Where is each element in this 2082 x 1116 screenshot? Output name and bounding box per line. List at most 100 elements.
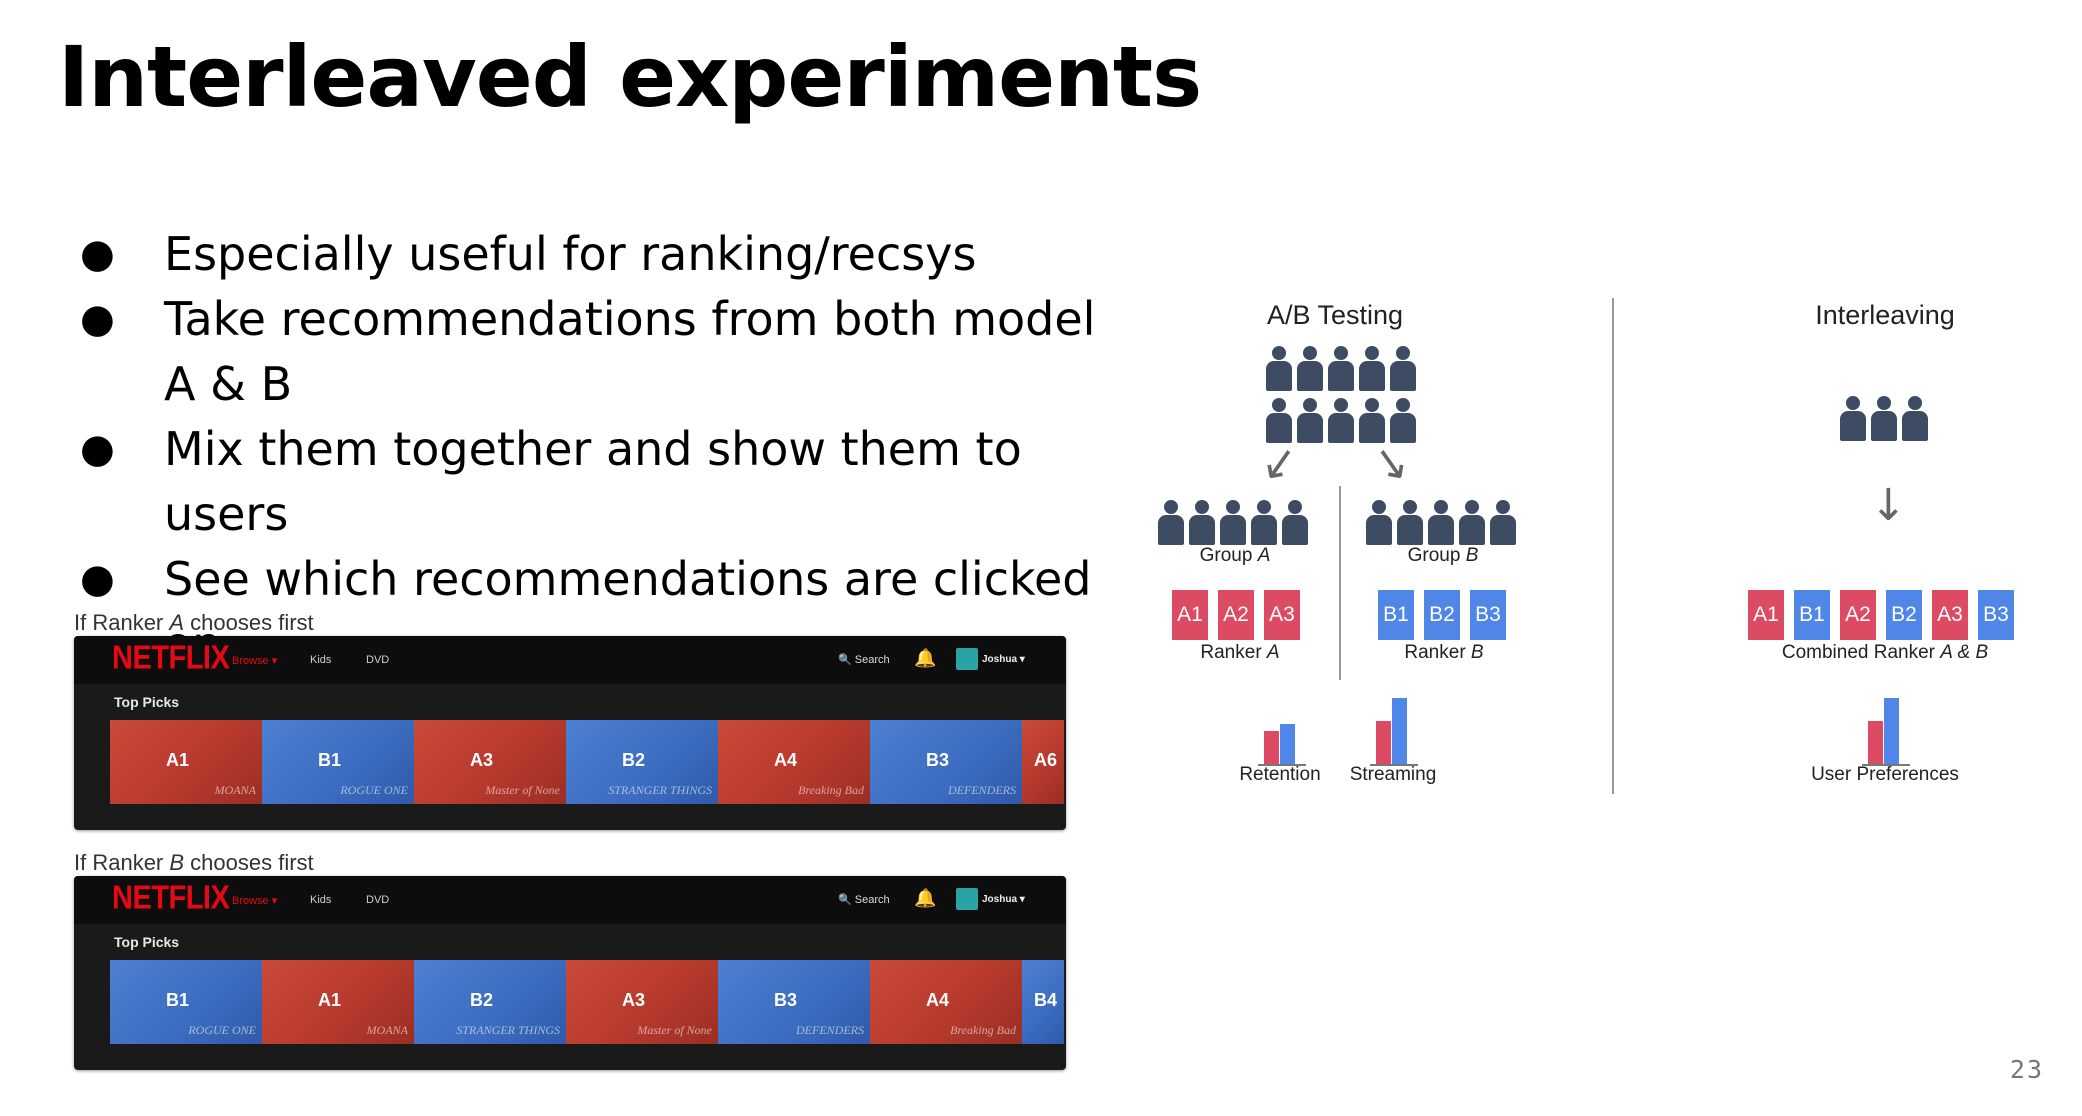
ab-testing-title: A/B Testing: [1266, 300, 1404, 330]
netflix-tile[interactable]: B4: [1022, 960, 1064, 1044]
ranker-chip: B1: [1378, 590, 1414, 640]
netflix-tile[interactable]: Master of None A3: [566, 960, 718, 1044]
netflix-tile[interactable]: ROGUE ONE B1: [262, 720, 414, 804]
bar-baseline: [1862, 764, 1910, 766]
bullet-dot: ●: [80, 556, 115, 602]
tile-label: B2: [470, 990, 494, 1010]
bullet-item: ● Especially useful for ranking/recsys: [80, 222, 1100, 287]
retention-label: Retention: [1239, 764, 1321, 785]
caption-ranker: B: [169, 850, 185, 875]
person-icon: [1328, 346, 1354, 392]
person-icon: [1359, 346, 1385, 392]
tile-label: B3: [774, 990, 798, 1010]
ranker-prefix: Ranker: [1404, 642, 1471, 663]
person-icon: [1459, 500, 1485, 546]
group-letter: A: [1257, 545, 1271, 566]
caption-suffix: chooses first: [184, 610, 314, 635]
group-prefix: Group: [1199, 545, 1258, 566]
top-picks-heading: Top Picks: [114, 694, 180, 710]
bell-icon: 🔔: [914, 648, 937, 669]
person-icon: [1266, 398, 1292, 444]
person-icon: [1158, 500, 1184, 546]
tile-row-b: ROGUE ONE B1 MOANA A1 STRANGER THINGS B2 Maste…: [110, 960, 1064, 1044]
ranker-a-caption: If Ranker A chooses first: [74, 610, 314, 636]
person-icon: [1328, 398, 1354, 444]
avatar: [956, 888, 978, 910]
ranker-chip: A2: [1840, 590, 1876, 640]
arrow-down-icon: ↓: [1870, 480, 1907, 531]
netflix-tile[interactable]: STRANGER THINGS B2: [566, 720, 718, 804]
ranker-chip: A2: [1218, 590, 1254, 640]
tile-art-text: STRANGER THINGS: [608, 783, 712, 797]
ranker-chip: A1: [1172, 590, 1208, 640]
tile-label: A6: [1034, 750, 1058, 770]
combined-suffix: A & B: [1940, 642, 1989, 663]
bar-baseline: [1370, 764, 1418, 766]
netflix-tile[interactable]: ROGUE ONE B1: [110, 960, 262, 1044]
person-icon: [1297, 398, 1323, 444]
netflix-tile[interactable]: Breaking Bad A4: [870, 960, 1022, 1044]
tile-label: A4: [774, 750, 798, 770]
tile-art-text: Breaking Bad: [950, 1023, 1016, 1037]
person-icon: [1282, 500, 1308, 546]
tile-label: B1: [318, 750, 342, 770]
ranker-letter: B: [1470, 642, 1484, 663]
ranker-a-label: Ranker A: [1160, 642, 1320, 664]
netflix-tile[interactable]: Breaking Bad A4: [718, 720, 870, 804]
person-icon: [1220, 500, 1246, 546]
bar-ranker-a: [1264, 731, 1279, 764]
tile-label: A1: [318, 990, 342, 1010]
combined-prefix: Combined Ranker: [1781, 642, 1941, 663]
netflix-tile[interactable]: A6: [1022, 720, 1064, 804]
group-letter: B: [1465, 545, 1479, 566]
tile-label: B1: [166, 990, 190, 1010]
bullet-text: See which recommendations are clicked on: [164, 552, 1092, 671]
netflix-screenshot-ranker-b: NETFLIX Browse ▾ Kids DVD 🔍 Search 🔔 Jos…: [74, 876, 1066, 1070]
group-divider: [1339, 486, 1341, 680]
person-icon: [1251, 500, 1277, 546]
netflix-user: Joshua ▾: [982, 654, 1025, 665]
chips-ranker-a: A1 A2 A3: [1172, 590, 1310, 640]
netflix-tile[interactable]: STRANGER THINGS B2: [414, 960, 566, 1044]
tile-art-text: Breaking Bad: [798, 783, 864, 797]
bullet-text: Mix them together and show them to users: [164, 422, 1022, 541]
person-icon: [1189, 500, 1215, 546]
person-icon: [1871, 396, 1897, 442]
group-prefix: Group: [1407, 545, 1466, 566]
netflix-dvd: DVD: [366, 654, 390, 666]
netflix-tile[interactable]: MOANA A1: [110, 720, 262, 804]
bullet-item: ● Take recommendations from both model A …: [80, 287, 1100, 417]
netflix-screenshot-ranker-a: NETFLIX Browse ▾ Kids DVD 🔍 Search 🔔 Jos…: [74, 636, 1066, 830]
person-icon: [1390, 398, 1416, 444]
person-icon: [1428, 500, 1454, 546]
netflix-tile[interactable]: Master of None A3: [414, 720, 566, 804]
people-group-all-row1: [1266, 346, 1421, 392]
ranker-chip: B2: [1886, 590, 1922, 640]
netflix-dvd: DVD: [366, 894, 390, 906]
arrow-down-right-icon: ↓: [1362, 434, 1422, 498]
bell-icon: 🔔: [914, 888, 937, 909]
bullet-dot: ●: [80, 296, 115, 342]
tile-art-text: MOANA: [214, 783, 256, 797]
tile-label: A1: [166, 750, 190, 770]
person-icon: [1902, 396, 1928, 442]
netflix-tile[interactable]: DEFENDERS B3: [870, 720, 1022, 804]
interleaving-title: Interleaving: [1815, 300, 1955, 330]
tile-art-text: STRANGER THINGS: [456, 1023, 560, 1037]
bar-ranker-b: [1280, 724, 1295, 764]
ranker-chip: A1: [1748, 590, 1784, 640]
person-icon: [1840, 396, 1866, 442]
person-icon: [1266, 346, 1292, 392]
bullet-text: Especially useful for ranking/recsys: [164, 227, 977, 281]
ranker-chip: B1: [1794, 590, 1830, 640]
bullet-dot: ●: [80, 231, 115, 277]
bullet-dot: ●: [80, 426, 115, 472]
bar-ranker-a: [1868, 721, 1883, 764]
caption-prefix: If Ranker: [74, 850, 170, 875]
slide-title: Interleaved experiments: [58, 28, 1202, 126]
netflix-browse: Browse ▾: [232, 655, 278, 667]
netflix-tile[interactable]: MOANA A1: [262, 960, 414, 1044]
person-icon: [1390, 346, 1416, 392]
person-icon: [1366, 500, 1392, 546]
netflix-tile[interactable]: DEFENDERS B3: [718, 960, 870, 1044]
